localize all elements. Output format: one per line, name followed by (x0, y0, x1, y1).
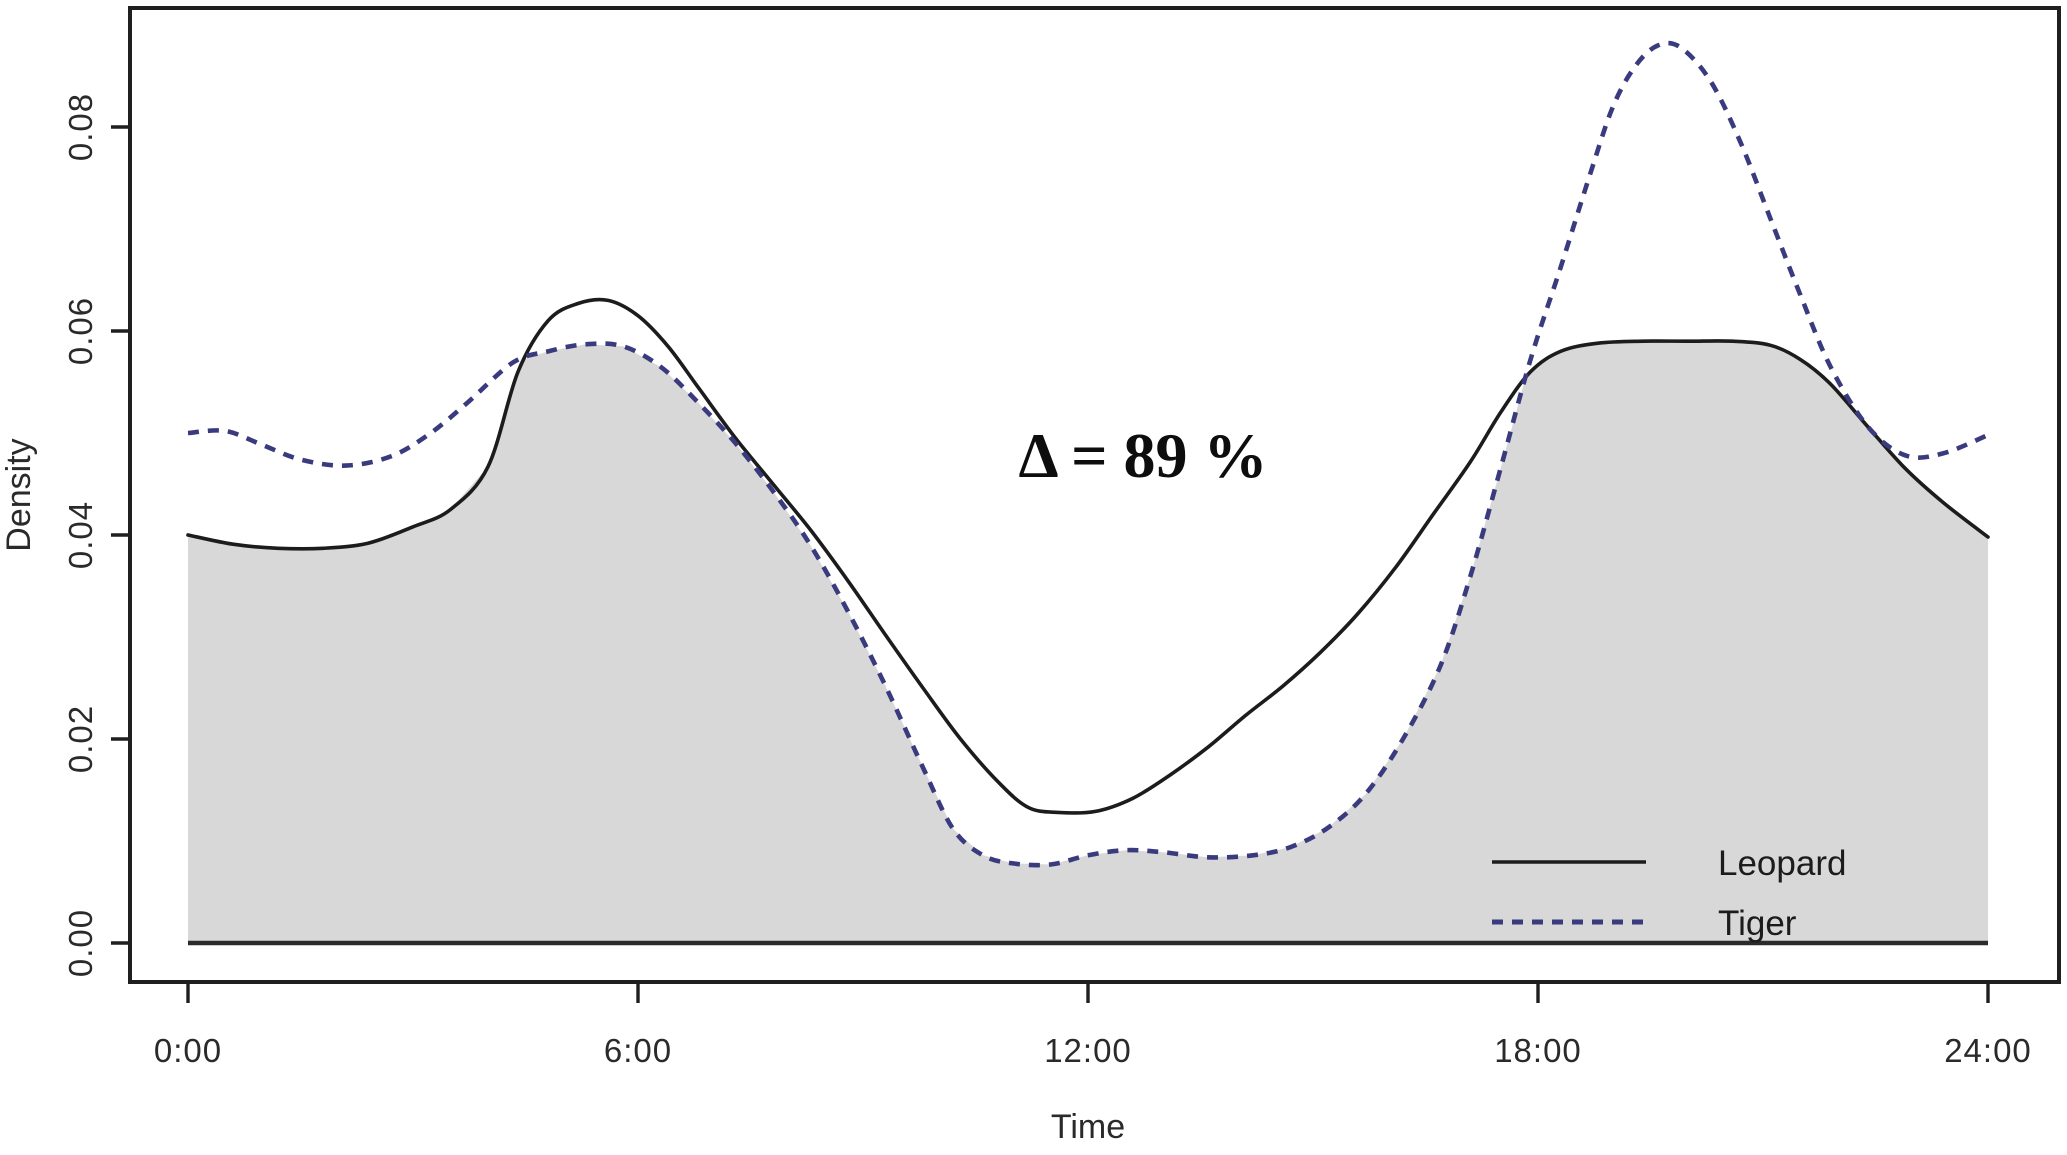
y-tick-label: 0.04 (62, 501, 99, 569)
legend-tiger-label: Tiger (1718, 904, 1797, 943)
tiger-density-line (187, 40, 1989, 868)
x-tick-label: 24:00 (1944, 1032, 2032, 1069)
leopard-density-line (186, 297, 1990, 815)
overlap-area (188, 341, 1988, 943)
x-axis-title: Time (1051, 1108, 1125, 1146)
legend: Leopard Tiger (1492, 844, 1846, 943)
y-tick-label: 0.02 (62, 705, 99, 773)
legend-leopard-label: Leopard (1718, 844, 1846, 883)
plot-border (128, 6, 2061, 984)
x-tick-label: 0:00 (154, 1032, 222, 1069)
overlap-annotation: Δ = 89 % (1018, 420, 1267, 491)
y-axis-title: Density (0, 438, 38, 551)
x-tick-label: 6:00 (604, 1032, 672, 1069)
x-axis-ticks: 0:00 6:00 12:00 18:00 24:00 (154, 982, 2032, 1069)
x-tick-label: 12:00 (1044, 1032, 1132, 1069)
y-axis-ticks: 0.00 0.02 0.04 0.06 0.08 (62, 93, 130, 977)
y-tick-label: 0.06 (62, 297, 99, 365)
y-tick-label: 0.08 (62, 93, 99, 161)
x-tick-label: 18:00 (1494, 1032, 1582, 1069)
y-tick-label: 0.00 (62, 909, 99, 977)
